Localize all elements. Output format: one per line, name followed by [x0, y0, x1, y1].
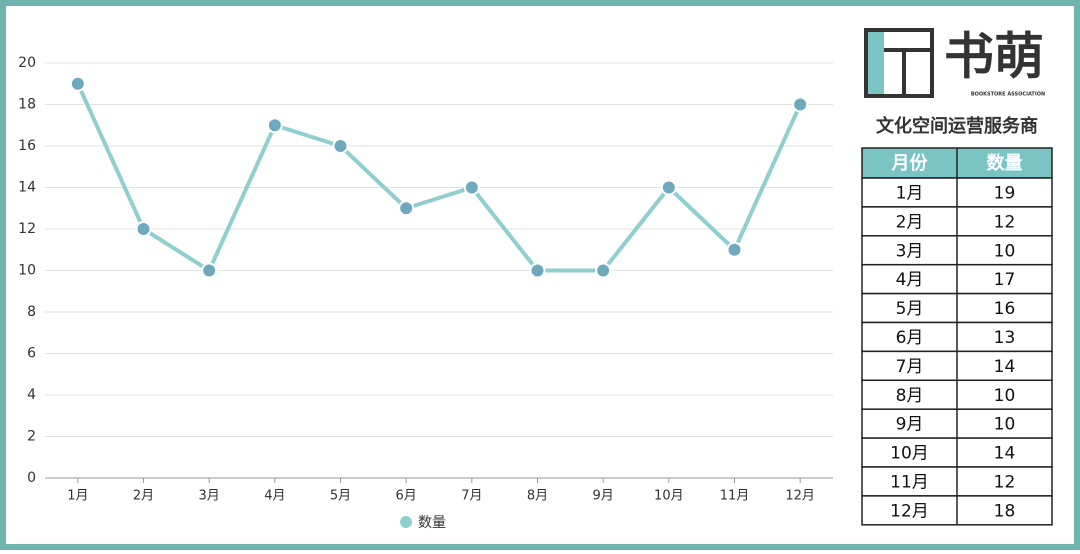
logo-icon [864, 28, 934, 98]
point [726, 241, 743, 258]
table-cell: 7月 [896, 357, 924, 377]
y-tick-label: 6 [27, 346, 36, 362]
y-tick-label: 2 [27, 429, 36, 445]
y-tick-label: 12 [18, 221, 36, 237]
y-tick-label: 4 [27, 387, 36, 403]
table-cell: 8月 [896, 386, 924, 406]
x-tick-label: 9月 [593, 489, 614, 504]
legend-marker [400, 516, 412, 528]
legend-label: 数量 [418, 515, 446, 531]
x-tick-label: 8月 [527, 489, 548, 504]
point [332, 138, 349, 154]
table-cell: 9月 [896, 415, 924, 435]
y-tick-label: 16 [18, 138, 36, 154]
point [660, 179, 677, 196]
point [135, 221, 152, 237]
x-tick-label: 4月 [264, 489, 285, 504]
x-tick-label: 3月 [199, 489, 220, 504]
table-header: 月份 [891, 152, 929, 174]
x-tick-label: 1月 [67, 489, 88, 504]
data-table: 月份 数量 1月 19 2月 12 3月 10 4月 17 5月 16 6月 13 7月 14 8月 10 9月 10… [861, 147, 1053, 526]
point [792, 96, 809, 113]
table-cell: 11月 [890, 472, 929, 492]
point [266, 117, 283, 134]
table-cell: 12月 [890, 501, 929, 521]
x-tick-label: 6月 [396, 489, 417, 504]
point [69, 75, 86, 92]
point [595, 262, 612, 279]
point [529, 262, 546, 279]
table-cell: 4月 [896, 270, 924, 290]
x-tick-label: 7月 [461, 489, 482, 504]
y-tick-label: 18 [18, 97, 36, 113]
brand-name: 书萌 [944, 28, 1044, 86]
table-cell: 1月 [896, 183, 924, 203]
table-cell: 2月 [896, 212, 924, 232]
x-tick-label: 12月 [785, 489, 815, 504]
x-tick-label: 2月 [133, 489, 154, 504]
line [76, 82, 802, 273]
point [201, 262, 218, 279]
x-tick-label: 11月 [720, 489, 750, 504]
table-cell: 10 [994, 386, 1016, 406]
x-tick-label: 10月 [654, 489, 684, 504]
y-tick-label: 0 [27, 470, 36, 486]
table-cell: 12 [994, 212, 1016, 232]
brand-tagline: BOOKSTORE ASSOCIATION [971, 92, 1045, 98]
y-tick-label: 10 [18, 263, 36, 279]
table-cell: 12 [994, 472, 1016, 492]
table-cell: 14 [994, 357, 1016, 377]
table-cell: 6月 [896, 328, 924, 348]
table-cell: 17 [994, 270, 1016, 290]
table-cell: 18 [994, 501, 1016, 521]
brand-slogan: 文化空间运营服务商 [876, 115, 1038, 137]
table-cell: 10 [994, 415, 1016, 435]
table-cell: 5月 [896, 299, 924, 319]
x-tick-label: 5月 [330, 489, 351, 504]
y-tick-label: 14 [18, 180, 36, 196]
table-cell: 14 [994, 444, 1016, 464]
table-cell: 16 [994, 299, 1016, 319]
table-cell: 10月 [890, 444, 929, 464]
table-cell: 19 [994, 183, 1016, 203]
table-header: 数量 [987, 152, 1023, 174]
y-tick-label: 8 [27, 304, 36, 320]
point [398, 200, 415, 217]
table-cell: 13 [994, 328, 1016, 348]
table-cell: 3月 [896, 241, 924, 261]
point [463, 179, 480, 196]
y-tick-label: 20 [18, 55, 36, 71]
table-cell: 10 [994, 241, 1016, 261]
